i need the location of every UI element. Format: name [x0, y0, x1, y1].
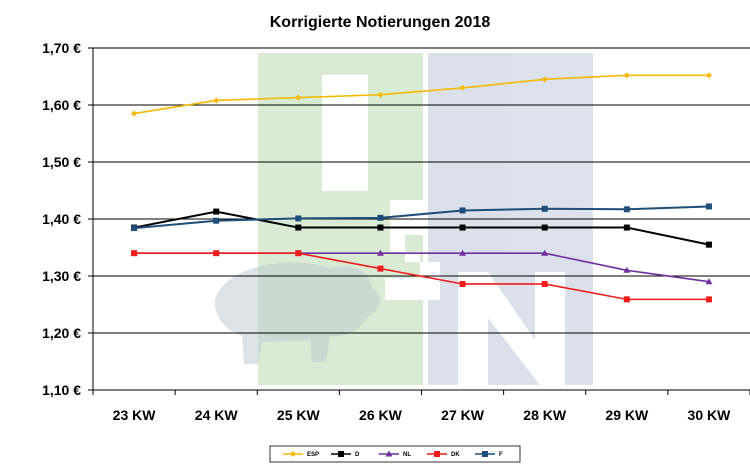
series-line-dk — [134, 252, 709, 301]
data-point-esp — [459, 84, 466, 91]
data-point-f — [705, 203, 712, 210]
data-point-d — [623, 224, 630, 231]
data-point-esp — [213, 97, 220, 104]
y-tick-label: 1,40 € — [42, 211, 81, 227]
data-point-f — [131, 225, 138, 232]
legend-label-f: F — [499, 452, 503, 458]
data-point-nl — [705, 278, 713, 285]
x-axis: 23 KW 24 KW 25 KW 26 KW 27 KW 28 KW 29 KW 30 KW — [92, 390, 750, 423]
y-tick-label: 1,60 € — [42, 97, 81, 113]
data-point-nl — [541, 249, 549, 256]
x-tick-label: 30 KW — [688, 407, 732, 423]
watermark-letter-n — [458, 272, 565, 385]
data-point-nl — [623, 266, 631, 273]
chart-title: Korrigierte Notierungen 2018 — [270, 14, 491, 31]
legend: ESP D NL DK F — [269, 445, 521, 463]
legend-item-nl: NL — [379, 450, 411, 458]
x-tick-label: 27 KW — [441, 407, 485, 423]
data-point-dk — [459, 280, 466, 287]
data-point-d — [295, 224, 302, 231]
data-point-f — [295, 215, 302, 222]
legend-label-d: D — [355, 452, 360, 458]
legend-marker-dk — [434, 451, 440, 457]
x-tick-label: 25 KW — [277, 407, 321, 423]
legend-item-dk: DK — [427, 451, 460, 458]
data-point-f — [623, 206, 630, 213]
series-dk — [131, 250, 712, 303]
x-tick-label: 29 KW — [605, 407, 649, 423]
y-tick-label: 1,70 € — [42, 40, 81, 56]
data-point-esp — [623, 72, 630, 79]
data-point-d — [541, 224, 548, 231]
legend-label-nl: NL — [403, 452, 411, 458]
data-point-f — [541, 205, 548, 212]
data-point-esp — [377, 91, 384, 98]
data-point-dk — [295, 250, 302, 257]
series-esp — [131, 72, 712, 117]
series-line-d — [133, 210, 710, 246]
series-line-f — [133, 205, 709, 230]
data-point-f — [213, 217, 220, 224]
series-group — [130, 72, 713, 303]
watermark-pig — [214, 262, 380, 364]
x-tick-label: 24 KW — [195, 407, 239, 423]
y-tick-label: 1,30 € — [42, 268, 81, 284]
x-tick-label: 26 KW — [359, 407, 403, 423]
data-point-nl — [459, 249, 467, 256]
watermark-letter-i — [322, 75, 368, 191]
data-point-dk — [377, 265, 384, 272]
data-point-dk — [131, 250, 138, 257]
data-point-esp — [131, 110, 138, 117]
legend-label-dk: DK — [451, 452, 460, 458]
legend-item-d: D — [331, 451, 360, 458]
data-point-nl — [376, 249, 384, 256]
data-point-dk — [623, 296, 630, 303]
data-point-esp — [295, 94, 302, 101]
legend-marker-f — [482, 451, 488, 457]
x-tick-label: 23 KW — [113, 407, 157, 423]
data-point-dk — [541, 280, 548, 287]
data-point-f — [377, 214, 384, 221]
data-point-f — [459, 207, 466, 214]
legend-marker-esp — [290, 451, 296, 457]
series-f — [131, 203, 712, 232]
data-point-dk — [213, 250, 220, 257]
legend-marker-d — [338, 451, 344, 457]
y-axis: 1,10 € 1,20 € 1,30 € 1,40 € 1,50 € 1,60 € 1,70… — [42, 40, 94, 398]
data-point-d — [705, 241, 712, 248]
data-point-d — [377, 224, 384, 231]
data-point-d — [213, 208, 220, 215]
legend-item-f: F — [475, 451, 503, 458]
y-tick-label: 1,10 € — [42, 382, 81, 398]
y-tick-label: 1,20 € — [42, 325, 81, 341]
x-tick-label: 28 KW — [523, 407, 567, 423]
data-point-dk — [705, 296, 712, 303]
watermark-letter-s — [385, 200, 440, 300]
legend-marker-nl — [385, 450, 393, 457]
series-line-esp — [133, 74, 709, 115]
legend-item-esp: ESP — [283, 451, 319, 458]
legend-label-esp: ESP — [307, 452, 319, 458]
data-point-d — [459, 224, 466, 231]
data-point-esp — [705, 72, 712, 79]
y-tick-label: 1,50 € — [42, 154, 81, 170]
data-point-esp — [541, 76, 548, 83]
